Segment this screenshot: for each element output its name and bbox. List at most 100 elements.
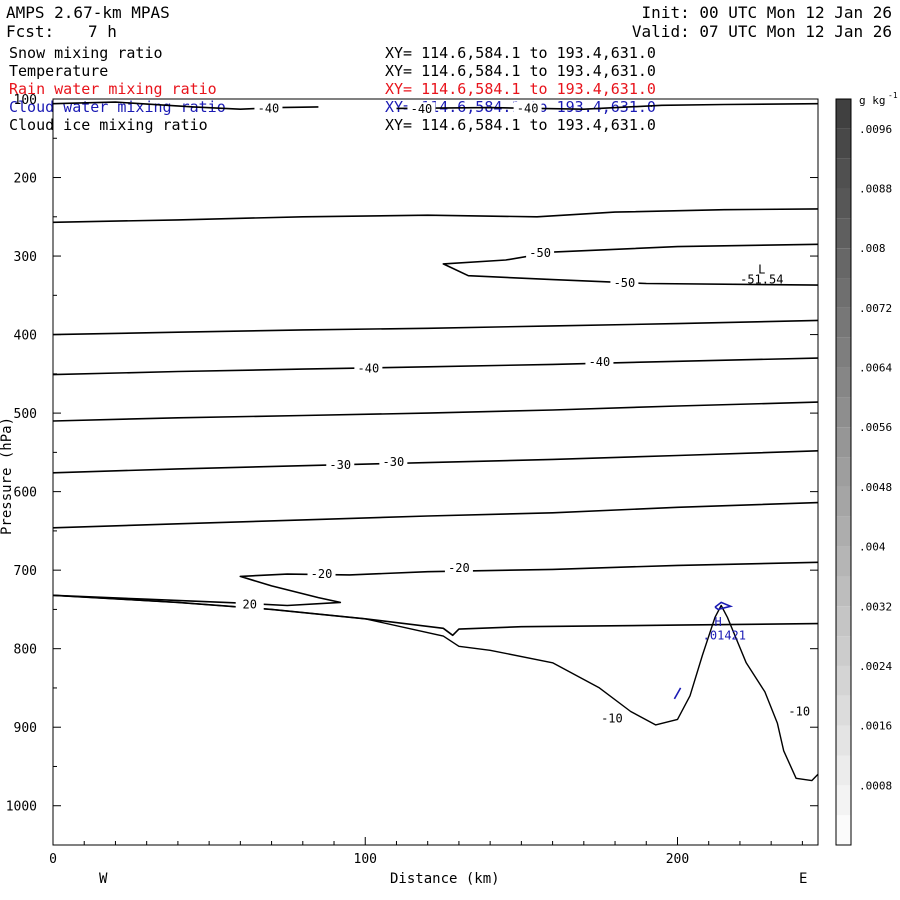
contour-label-bg-8 [379,454,408,468]
temperature-contour-6 [52,401,819,422]
colorbar-tick-label-0: .0008 [859,779,892,792]
plot-frame [52,98,819,846]
y-tick-label-800: 800 [14,643,37,658]
field-name-snow: Snow mixing ratio [9,44,163,62]
temperature-contour-2 [52,208,819,224]
colorbar-bin-5 [836,665,851,696]
contour-label-7: -30 [329,458,351,472]
contour-label-0: -40 [258,101,280,115]
colorbar-tick-label-6: .0056 [859,421,892,434]
field-name-rain: Rain water mixing ratio [9,80,217,98]
temperature-contour-5 [52,357,819,376]
colorbar-bin-22 [836,158,851,189]
colorbar-bin-10 [836,516,851,547]
x-tick-label-200: 200 [666,852,689,867]
y-top-label: 100 [14,93,37,108]
temperature-contour-4 [52,319,819,336]
cloud-water-contour-0 [714,601,734,611]
contour-label-bg-7 [326,457,355,471]
contour-label-3: -50 [529,246,551,260]
colorbar-bin-6 [836,636,851,666]
contour-label-bg-3 [526,245,555,259]
colorbar-bin-13 [836,427,851,458]
y-tick-label-300: 300 [14,250,37,265]
y-tick-label-400: 400 [14,329,37,344]
direction-east: E [799,871,807,887]
contour-labels: -40 -40 -40 -50 -50 -40 -40 -30 -30 -20 -20 20 -10 -1… [235,101,814,726]
y-tick-label-200: 200 [14,172,37,187]
contour-label-10: -20 [448,561,470,575]
colorbar-unit: g kg [859,94,886,107]
colorbar-tick-label-2: .0024 [859,660,892,673]
contour-label-bg-5 [354,361,383,375]
contour-label-bg-10 [444,560,473,574]
extremum-label-0: L [758,262,765,276]
field-xy-temperature: XY= 114.6,584.1 to 193.4,631.0 [385,62,656,80]
colorbar-bin-21 [836,188,851,219]
contour-label-2: -40 [517,101,539,115]
colorbar-bin-17 [836,307,851,338]
contour-label-bg-6 [585,355,614,369]
colorbar-unit-exponent: -1 [888,91,898,100]
temperature-contour-1 [396,102,819,110]
colorbar-bin-3 [836,725,851,756]
forecast-hour: 7 h [88,22,117,41]
terrain-line [52,594,819,782]
extremum-label-2: H [714,615,721,629]
colorbar-bin-4 [836,695,851,726]
temperature-contour-8 [52,501,819,529]
colorbar-bin-19 [836,248,851,279]
colorbar-tick-label-1: .0016 [859,720,892,733]
x-tick-label-0: 0 [49,852,57,867]
colorbar: .0008 .0016 .0024 .0032 .004 .0048 .0056 .0064.… [835,98,892,846]
contour-label-5: -40 [358,361,380,375]
contour-label-bg-12 [597,711,626,725]
colorbar-bin-20 [836,218,851,249]
model-title: AMPS 2.67-km MPAS [6,3,170,22]
contour-label-9: -20 [311,567,333,581]
colorbar-tick-label-4: .004 [859,541,886,554]
contour-label-bg-0 [254,101,283,115]
extremum-label-1: -51.54 [740,273,783,287]
contour-label-bg-11 [235,597,264,611]
contour-label-12: -10 [601,712,623,726]
x-tick-label-100: 100 [354,852,377,867]
colorbar-tick-label-5: .0048 [859,481,892,494]
contour-label-bg-1 [407,102,436,116]
contour-label-4: -50 [614,276,636,290]
temperature-contour-7 [52,450,819,474]
field-name-cloud-ice: Cloud ice mixing ratio [9,116,208,134]
colorbar-bin-18 [836,278,851,308]
colorbar-frame [835,98,852,846]
contour-label-8: -30 [383,455,405,469]
contour-label-11: 20 [242,598,256,612]
colorbar-bin-15 [836,367,851,398]
colorbar-tick-label-10: .0088 [859,183,892,196]
colorbar-bin-8 [836,576,851,607]
forecast-label: Fcst: [6,22,55,41]
contour-label-bg-4 [610,275,639,289]
colorbar-bin-7 [836,606,851,637]
temperature-contours [52,101,819,637]
cloud-water-contour-1 [673,687,682,700]
colorbar-bin-23 [836,128,851,159]
contour-label-bg-9 [307,567,336,581]
y-tick-label-600: 600 [14,486,37,501]
field-name-temperature: Temperature [9,62,109,80]
colorbar-tick-label-9: .008 [859,242,886,255]
colorbar-bin-14 [836,397,851,428]
terrain [52,594,819,782]
init-time: Init: 00 UTC Mon 12 Jan 26 [641,3,892,22]
contour-label-13: -10 [788,705,810,719]
colorbar-bin-12 [836,457,851,487]
contour-label-bg-2 [513,101,542,115]
y-tick-label-700: 700 [14,564,37,579]
extremum-label-3: .01421 [703,628,746,642]
field-xy-snow: XY= 114.6,584.1 to 193.4,631.0 [385,44,656,62]
colorbar-bin-0 [836,815,851,845]
y-tick-label-900: 900 [14,721,37,736]
colorbar-bin-9 [836,546,851,577]
temperature-contour-9 [52,561,819,607]
